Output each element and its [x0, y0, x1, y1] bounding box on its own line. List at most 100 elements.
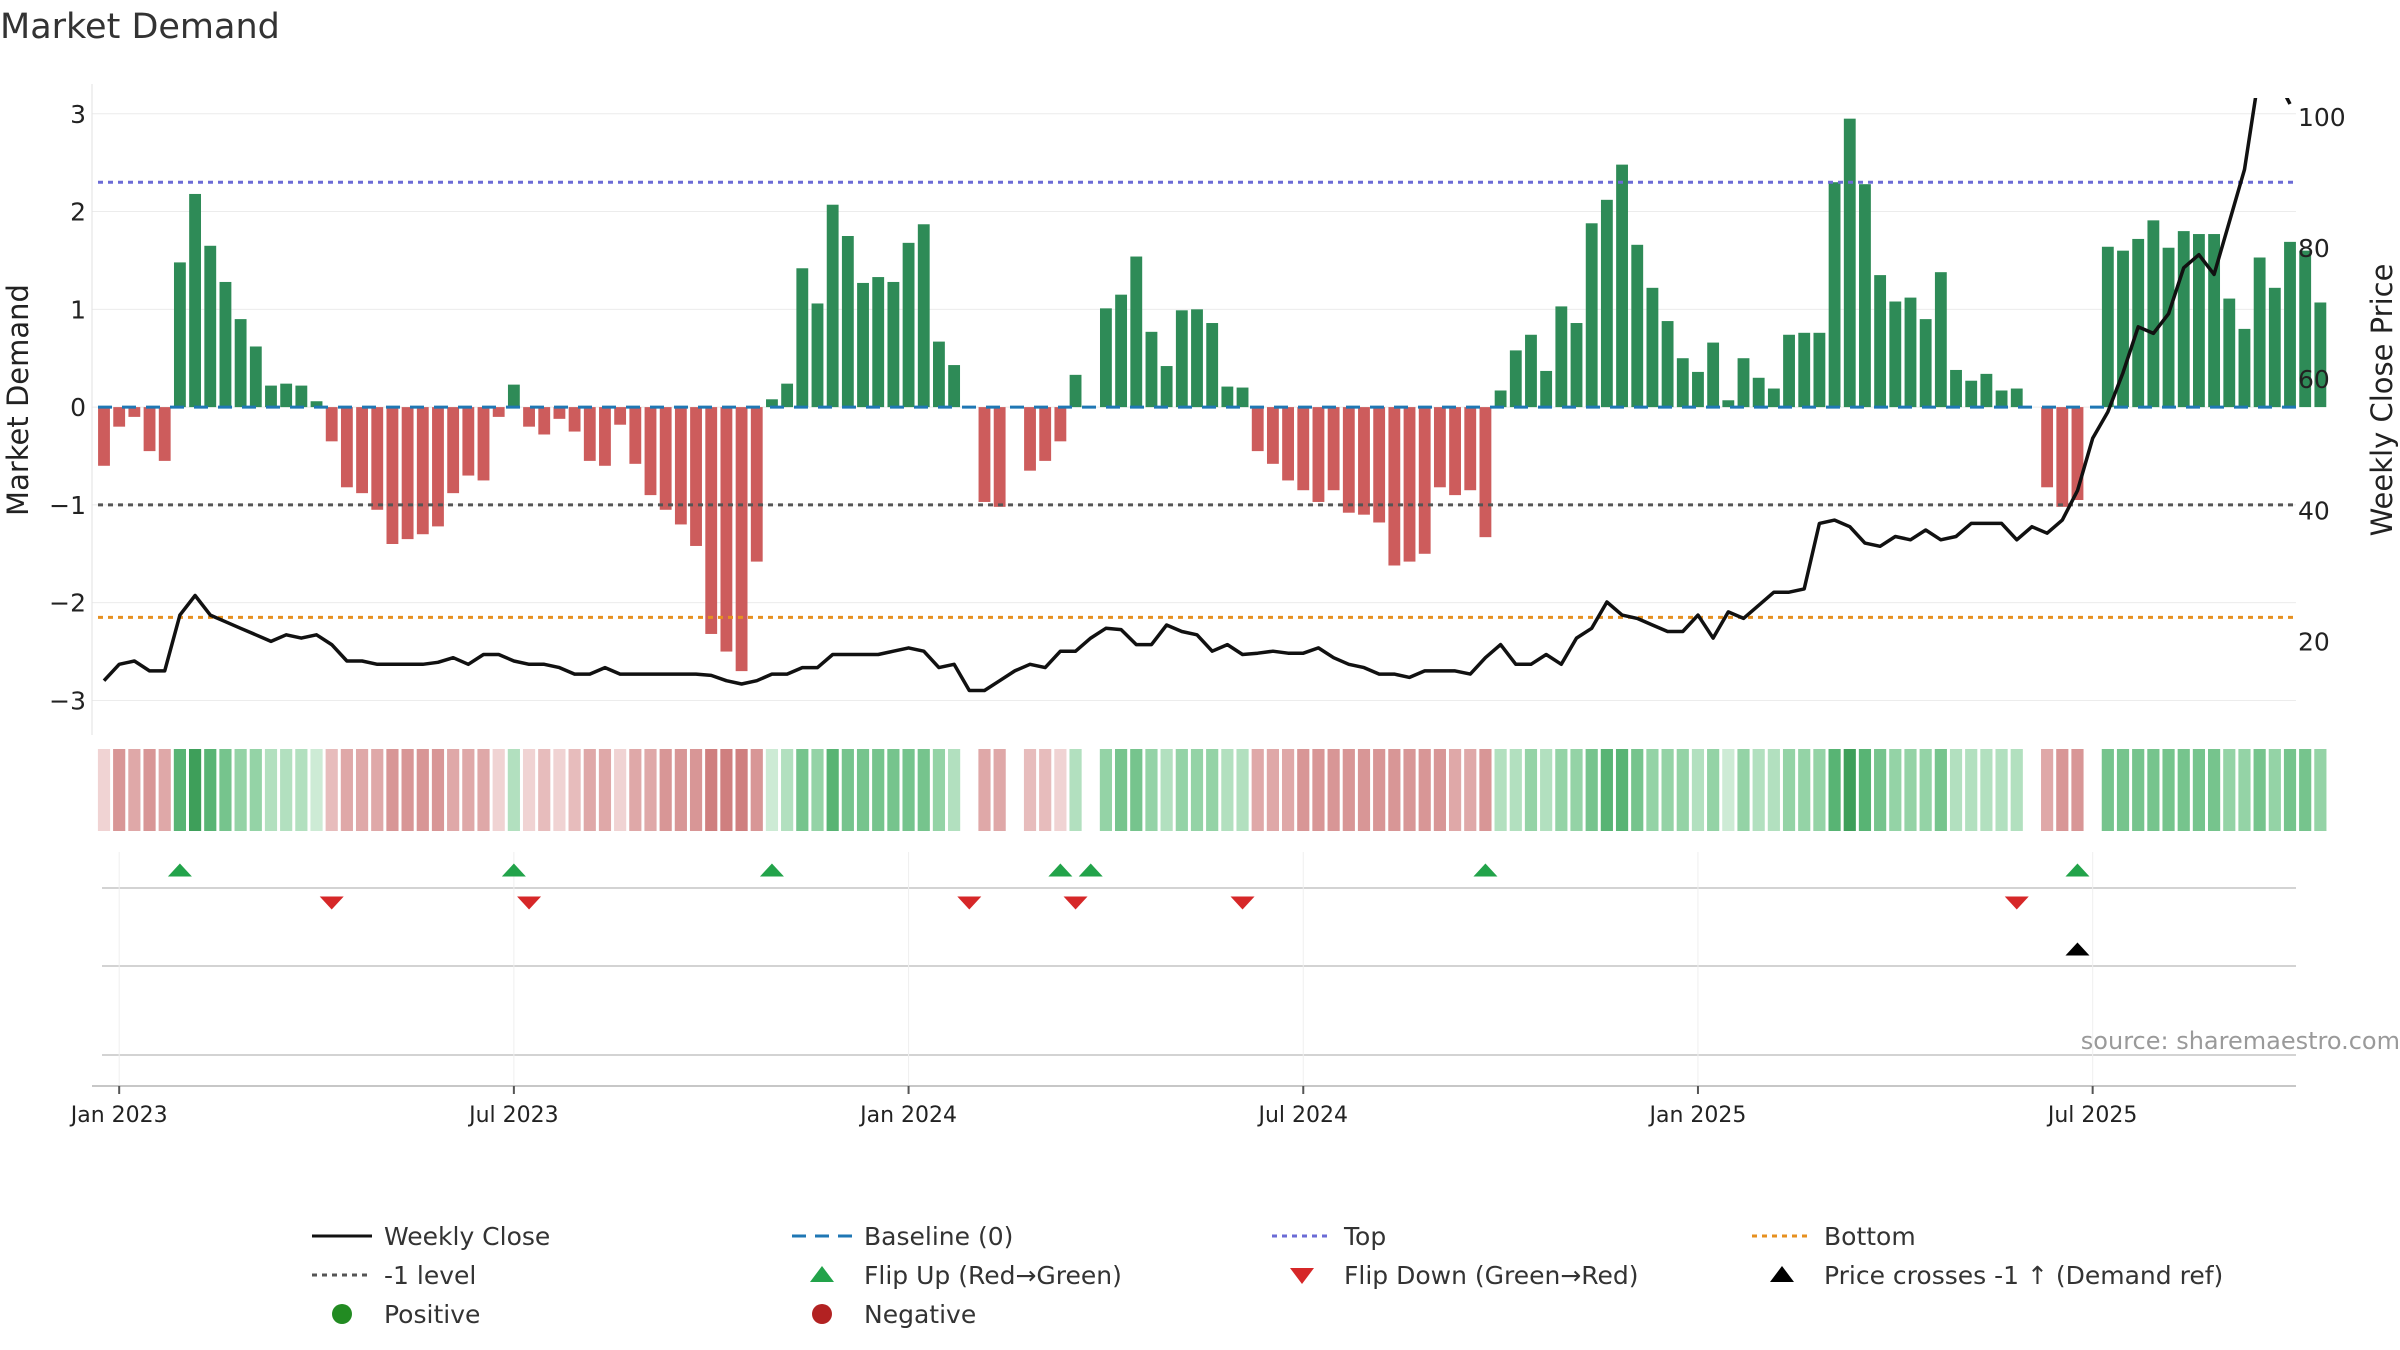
demand-bar [2299, 250, 2312, 408]
demand-bar [2147, 220, 2160, 408]
heat-cell [1524, 749, 1538, 831]
demand-bar [1312, 407, 1325, 502]
demand-bar [1509, 350, 1522, 408]
demand-bar [1099, 308, 1112, 408]
heat-cell [295, 749, 308, 831]
demand-bar [386, 407, 399, 544]
heat-cell [143, 749, 156, 831]
left-tick-label: 0 [70, 393, 86, 422]
demand-bar [1646, 287, 1659, 408]
legend-swatch [1290, 1268, 1314, 1284]
demand-bar [1752, 377, 1765, 408]
demand-bar [1889, 301, 1902, 408]
demand-bar [1585, 223, 1598, 408]
demand-bar [1692, 371, 1704, 408]
source-note: source: sharemaestro.com [2081, 1027, 2400, 1055]
heat-cell [447, 749, 460, 831]
legend-item: -1 level [312, 1261, 476, 1290]
right-tick-label: 40 [2298, 496, 2330, 525]
heat-cell [1995, 749, 2008, 831]
heat-cell [1054, 749, 1067, 831]
heat-cell [1798, 749, 1811, 831]
demand-bar [1616, 164, 1628, 408]
legend-label: Flip Down (Green→Red) [1344, 1261, 1639, 1290]
demand-bar [1206, 323, 1219, 408]
demand-bar [2314, 302, 2327, 408]
demand-bar [1965, 380, 1978, 408]
demand-bar [1039, 407, 1052, 461]
demand-heat-strip [97, 749, 2327, 831]
legend-swatch [332, 1304, 352, 1324]
heat-cell [568, 749, 581, 831]
date-tick-label: Jan 2024 [858, 1103, 957, 1128]
demand-bar [644, 407, 657, 496]
heat-cell [1266, 749, 1279, 831]
heat-cell [750, 749, 763, 831]
flip-down-marker [319, 896, 344, 910]
right-tick-label: 60 [2298, 365, 2330, 394]
price-line-group [102, 98, 2292, 693]
right-axis-ticks: 100 80 60 40 20 [2298, 103, 2346, 656]
heat-cell [644, 749, 657, 831]
demand-bar [2132, 238, 2145, 408]
demand-bar [1024, 407, 1036, 471]
heat-cell [2223, 749, 2236, 831]
left-axis-ticks: 3 2 1 0 −1 −2 −3 [49, 100, 86, 716]
demand-bar [98, 407, 110, 466]
heat-cell [735, 749, 748, 831]
heat-cell [97, 749, 111, 831]
heat-cell [1707, 749, 1720, 831]
heat-cell [796, 749, 809, 831]
heat-cell [477, 749, 490, 831]
heat-cell [416, 749, 429, 831]
left-tick-label: 3 [70, 100, 86, 129]
demand-bar [1661, 321, 1674, 408]
demand-bar [173, 262, 186, 408]
heat-cell [1099, 749, 1113, 831]
heat-cell [1221, 749, 1234, 831]
heat-cell [1433, 749, 1446, 831]
heat-cell [811, 749, 824, 831]
demand-bar [1297, 407, 1310, 491]
heat-cell [1479, 749, 1492, 831]
heat-cell [1373, 749, 1386, 831]
left-axis-label: Market Demand [1, 284, 35, 516]
left-tick-label: −1 [49, 491, 86, 520]
demand-bar [1191, 309, 1203, 408]
demand-bar [659, 407, 672, 510]
demand-bar [1145, 331, 1158, 408]
heat-cell [948, 749, 961, 831]
heat-cell [2101, 749, 2114, 831]
demand-bar [2253, 257, 2266, 408]
demand-bar [447, 407, 460, 494]
heat-cell [113, 749, 126, 831]
flip-up-marker [759, 863, 784, 877]
heat-cell [1843, 749, 1856, 831]
demand-bar [1449, 407, 1461, 496]
heat-cell [674, 749, 687, 831]
right-tick-label: 80 [2298, 234, 2330, 263]
demand-bar [1403, 407, 1416, 562]
heat-cell [2177, 749, 2190, 831]
heat-cell [1236, 749, 1249, 831]
heat-cell [1145, 749, 1158, 831]
demand-bar [1874, 275, 1887, 408]
demand-bar [2238, 328, 2251, 408]
legend-item: Flip Up (Red→Green) [810, 1261, 1122, 1290]
heat-cell [598, 749, 612, 831]
heat-cell [538, 749, 551, 831]
demand-bar [2041, 407, 2054, 488]
demand-bar [295, 385, 308, 408]
heat-cell [310, 749, 323, 831]
heat-cell [1251, 749, 1264, 831]
demand-bar [1555, 306, 1568, 408]
heat-cell [1327, 749, 1340, 831]
heat-cell [1691, 749, 1705, 831]
heat-cell [1509, 749, 1522, 831]
demand-bar [1266, 407, 1279, 464]
heat-cell [1357, 749, 1371, 831]
legend-label: Top [1343, 1222, 1386, 1251]
heat-cell [2253, 749, 2266, 831]
legend-swatch [810, 1266, 834, 1282]
heat-cell [1722, 749, 1735, 831]
